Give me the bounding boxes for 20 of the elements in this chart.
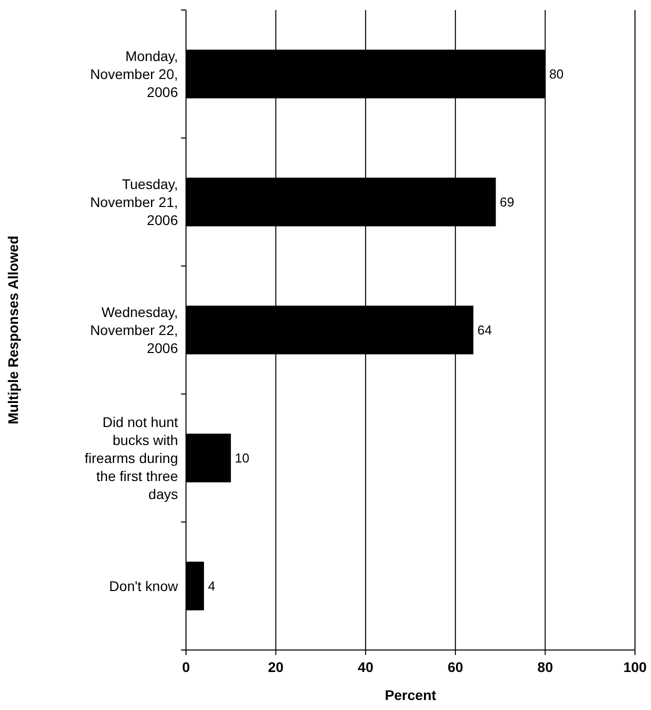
y-tick-label: Monday, November 20, 2006 [90,48,178,100]
y-tick-label: Did not hunt bucks with firearms during the first three days [84,414,178,502]
x-tick-label: 80 [537,659,554,675]
x-tick-label: 0 [182,659,190,675]
x-tick-label: 60 [448,659,464,675]
x-tick-label: 100 [623,659,647,675]
bar [186,562,204,610]
y-axis-title: Multiple Responses Allowed [5,236,21,424]
y-tick-label: Tuesday, November 21, 2006 [90,176,178,228]
data-label: 80 [549,66,564,82]
data-label: 4 [208,578,216,594]
x-axis-title: Percent [384,687,437,703]
x-tick-label: 40 [358,659,374,675]
data-label: 10 [234,450,250,466]
y-tick-label: Wednesday, November 22, 2006 [90,304,178,356]
bar [186,434,231,482]
x-tick-label: 20 [268,659,284,675]
y-tick-label: Don't know [109,578,179,594]
data-label: 64 [477,322,492,338]
data-label: 69 [500,194,514,210]
